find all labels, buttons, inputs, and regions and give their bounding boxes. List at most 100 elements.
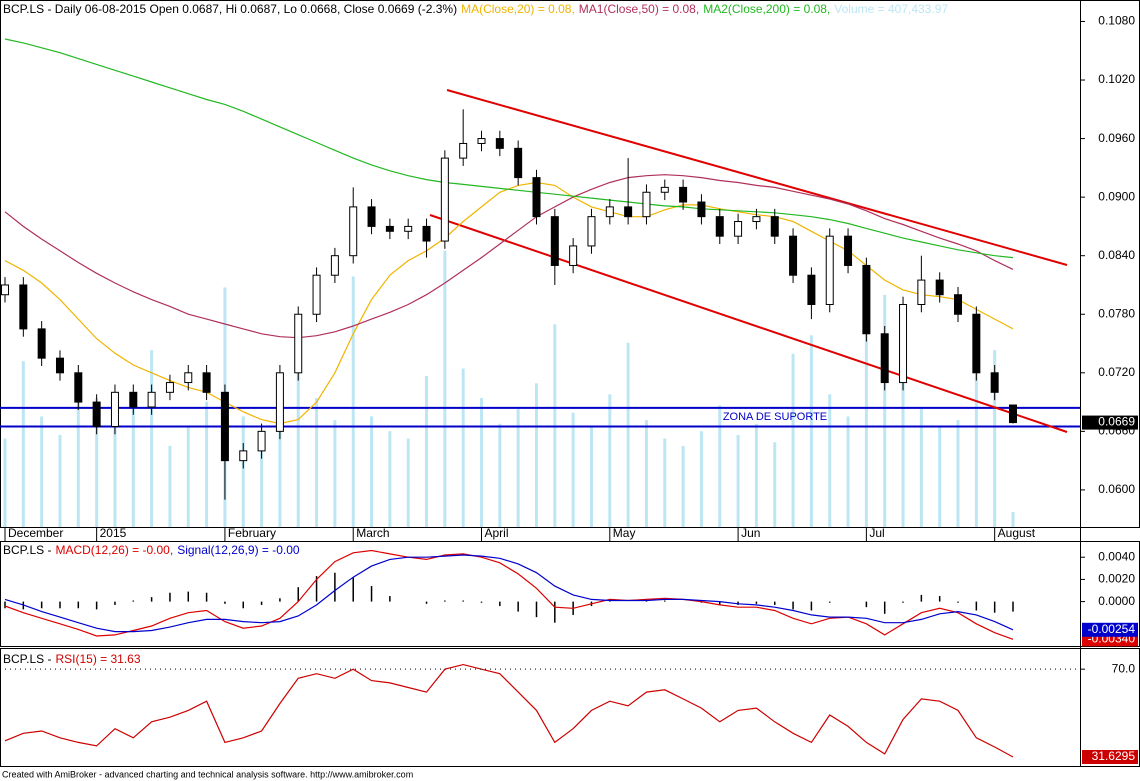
candle-body (734, 221, 743, 237)
candle-body (110, 391, 119, 427)
volume-bar (58, 434, 62, 527)
volume-bar (241, 416, 245, 527)
candle-body (532, 177, 541, 218)
x-tick-label: 2015 (100, 526, 127, 540)
volume-bar (40, 416, 44, 527)
y-tick-label: 0.0720 (1098, 365, 1135, 379)
candle-body (679, 186, 688, 203)
volume-bar (516, 409, 520, 527)
volume-bar (388, 431, 392, 527)
candle-body (569, 245, 578, 266)
y-tick-label: 0.1020 (1098, 72, 1135, 86)
y-tick-label: 0.0960 (1098, 131, 1135, 145)
candle-body (825, 235, 834, 305)
candle-body (917, 279, 926, 305)
legend-entry: Signal(12,26,9) = -0.00 (177, 543, 300, 557)
legend-entry: MA(Close,20) = 0.08, (461, 2, 575, 16)
volume-bar (370, 416, 374, 527)
volume-bar (699, 431, 703, 527)
volume-bar (3, 438, 7, 527)
x-tick-label: August (998, 526, 1036, 540)
candle-body (789, 235, 798, 276)
volume-bar (773, 442, 777, 527)
pane-title: BCP.LS - Daily 06-08-2015 Open 0.0687, H… (3, 2, 457, 16)
candle-body (147, 391, 156, 408)
volume-bar (754, 423, 758, 527)
candle-body (129, 391, 138, 408)
x-tick-label: December (8, 526, 63, 540)
y-tick-label: 70.0 (1112, 661, 1136, 675)
volume-bar (571, 412, 575, 527)
candle-body (367, 206, 376, 227)
candle-body (880, 333, 889, 384)
volume-bar (681, 445, 685, 527)
volume-bar (901, 379, 905, 527)
volume-bar (76, 379, 80, 527)
x-tick-label: Jun (741, 526, 760, 540)
last-value-label: 0.0669 (1098, 415, 1135, 429)
candle-body (1, 284, 9, 296)
volume-bar (938, 427, 942, 527)
legend-entry: RSI(15) = 31.63 (55, 652, 140, 666)
channel-upper-line (446, 89, 1068, 266)
volume-bar (791, 353, 795, 527)
last-value-box (1082, 622, 1138, 637)
volume-bar (131, 409, 135, 527)
candle-body (184, 372, 193, 384)
volume-bar (113, 423, 117, 527)
x-tick-label: May (613, 526, 636, 540)
volume-bar (589, 427, 593, 527)
candle-body (697, 201, 706, 218)
volume-bar (278, 386, 282, 527)
y-tick-label: 0.1080 (1098, 14, 1135, 28)
candle-body (422, 225, 431, 242)
pane-title: BCP.LS - (3, 543, 51, 557)
candle-body (642, 191, 651, 218)
series-line (4, 663, 1014, 758)
x-tick-label: February (228, 526, 276, 540)
series-line (4, 174, 1014, 339)
last-value-label: 31.6295 (1092, 749, 1136, 763)
volume-bar (406, 438, 410, 527)
y-tick-label: 0.0020 (1098, 572, 1135, 586)
candle-body (37, 328, 46, 359)
candle-body (165, 382, 174, 393)
candle-body (495, 138, 504, 149)
volume-bar (498, 423, 502, 527)
volume-bar (846, 416, 850, 527)
volume-bar (644, 420, 648, 527)
candle-body (459, 142, 468, 159)
volume-bar (260, 434, 264, 527)
volume-bar (993, 350, 997, 527)
candle-body (330, 255, 339, 276)
volume-bar (809, 335, 813, 527)
volume-bar (296, 372, 300, 527)
candle-body (385, 225, 394, 232)
candle-body (202, 372, 211, 393)
volume-bar (461, 368, 465, 527)
candle-body (514, 147, 523, 179)
y-tick-label: 0.0000 (1098, 594, 1135, 608)
candle-body (587, 216, 596, 247)
candle-body (899, 303, 908, 384)
candle-body (477, 138, 486, 144)
legend-entry: MACD(12,26) = -0.00, (55, 543, 173, 557)
volume-bar (828, 394, 832, 527)
y-tick-label: 0.0040 (1098, 549, 1135, 563)
volume-bar (1011, 511, 1015, 527)
pane-header: BCP.LS - MACD(12,26) = -0.00, Signal(12,26… (3, 543, 300, 557)
volume-bar (315, 398, 319, 527)
candle-body (752, 216, 761, 223)
candle-body (55, 357, 64, 374)
volume-bar (150, 350, 154, 527)
candle-body (349, 206, 358, 257)
volume-bar (168, 445, 172, 527)
candle-body (715, 216, 724, 237)
candle-body (404, 225, 413, 232)
pane-header: BCP.LS - RSI(15) = 31.63 (3, 652, 141, 666)
legend-entry: MA2(Close,200) = 0.08, (703, 2, 830, 16)
volume-bar (443, 250, 447, 528)
volume-bar (718, 405, 722, 527)
